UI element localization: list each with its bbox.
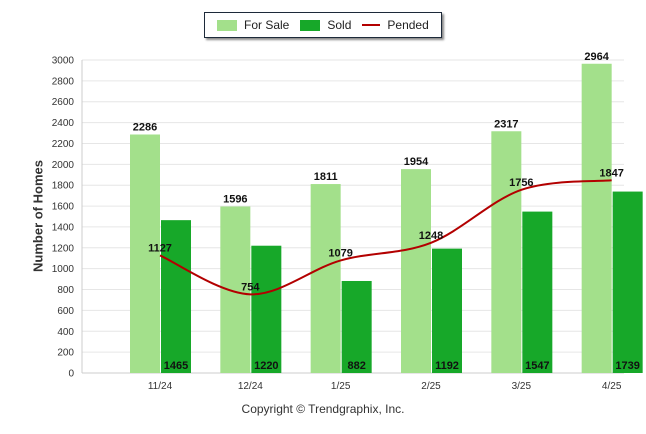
data-label-sold: 1465 <box>164 360 188 372</box>
data-label-for-sale: 2286 <box>133 121 157 133</box>
bar-for-sale <box>310 184 341 373</box>
data-label-sold: 1220 <box>254 360 278 372</box>
x-tick-label: 11/24 <box>148 381 173 392</box>
y-tick-label: 600 <box>57 306 74 317</box>
y-tick-label: 1000 <box>52 264 75 275</box>
legend-label-for-sale: For Sale <box>244 18 290 32</box>
x-tick-label: 12/24 <box>238 381 263 392</box>
legend-swatch-for-sale <box>217 19 237 31</box>
bar-for-sale <box>401 169 431 373</box>
bar-sold <box>432 248 462 373</box>
legend-label-pended: Pended <box>387 18 429 32</box>
y-tick-label: 1400 <box>52 222 75 233</box>
y-tick-label: 2800 <box>52 76 75 87</box>
y-tick-label: 2600 <box>52 97 75 108</box>
y-tick-label: 1800 <box>52 181 75 192</box>
bar-sold <box>161 220 191 373</box>
x-tick-label: 3/25 <box>512 381 532 392</box>
bar-sold <box>612 191 643 373</box>
data-label-for-sale: 1596 <box>223 193 247 205</box>
data-label-sold: 1192 <box>435 360 459 372</box>
copyright-text: Copyright © Trendgraphix, Inc. <box>241 402 405 416</box>
data-label-pended: 754 <box>241 281 260 293</box>
data-label-sold: 1739 <box>615 360 639 372</box>
legend-swatch-pended <box>362 24 381 26</box>
bar-for-sale <box>581 63 612 373</box>
y-tick-label: 1600 <box>52 202 75 213</box>
data-label-pended: 1847 <box>599 167 623 179</box>
bar-for-sale <box>130 134 160 373</box>
data-label-sold: 882 <box>347 360 365 372</box>
line-pended <box>159 179 612 296</box>
data-label-for-sale: 1954 <box>404 156 429 168</box>
y-tick-label: 2000 <box>52 160 75 171</box>
bar-sold <box>251 245 282 373</box>
x-tick-label: 1/25 <box>331 381 351 392</box>
legend-item-pended[interactable]: Pended <box>362 18 429 32</box>
legend-item-sold[interactable]: Sold <box>300 18 351 32</box>
data-label-for-sale: 2964 <box>584 51 609 63</box>
legend: For Sale Sold Pended <box>204 12 442 38</box>
data-label-pended: 1248 <box>419 230 443 242</box>
legend-swatch-sold <box>300 19 321 31</box>
bar-sold <box>522 211 553 373</box>
legend-label-sold: Sold <box>327 18 352 32</box>
y-tick-label: 2400 <box>52 118 75 129</box>
data-label-for-sale: 1811 <box>314 171 338 183</box>
x-tick-label: 4/25 <box>602 381 622 392</box>
bar-for-sale <box>491 131 522 373</box>
y-tick-label: 2200 <box>52 139 75 150</box>
y-axis-title: Number of Homes <box>30 160 46 272</box>
y-tick-label: 400 <box>57 327 74 338</box>
y-tick-label: 3000 <box>52 56 75 67</box>
y-tick-label: 0 <box>68 369 74 380</box>
data-label-pended: 1127 <box>148 242 172 254</box>
bar-sold <box>341 280 372 373</box>
legend-item-for-sale[interactable]: For Sale <box>217 18 289 32</box>
y-tick-label: 200 <box>57 348 74 359</box>
data-label-for-sale: 2317 <box>494 118 518 130</box>
data-label-sold: 1547 <box>525 360 549 372</box>
y-tick-label: 800 <box>57 285 74 296</box>
data-label-pended: 1079 <box>328 247 352 259</box>
y-tick-label: 1200 <box>52 243 75 254</box>
data-label-pended: 1756 <box>509 177 533 189</box>
x-tick-label: 2/25 <box>421 381 441 392</box>
